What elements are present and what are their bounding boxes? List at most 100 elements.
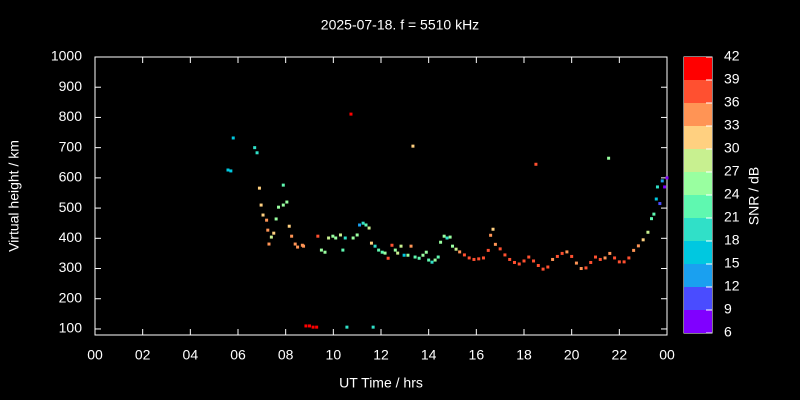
point [650,217,654,221]
x-tick-label: 22 [612,347,628,363]
point [584,266,588,270]
colorbar-band [684,264,712,287]
point [393,248,397,252]
point [454,247,458,251]
x-tick-label: 04 [183,347,199,363]
colorbar-tick-label: 21 [724,209,740,225]
colorbar-tick-label: 15 [724,255,740,271]
y-tick-label: 300 [59,259,83,275]
point [343,236,347,240]
point [481,256,485,260]
point [285,200,289,204]
point [413,255,417,259]
point [290,234,294,238]
point [439,240,443,244]
x-axis-label: UT Time / hrs [339,375,423,391]
point [311,325,315,329]
point [315,325,319,329]
point [296,245,300,249]
point [323,250,327,254]
x-tick-label: 12 [373,347,389,363]
point [462,253,466,257]
point [477,257,481,261]
colorbar-label: SNR / dB [746,167,762,225]
point [451,244,454,248]
point [269,235,273,239]
y-tick-label: 800 [59,108,83,124]
point [371,325,375,329]
point [472,257,476,261]
point [427,258,431,262]
y-tick-label: 100 [59,320,83,336]
point [272,231,276,235]
point [491,227,495,231]
point [652,212,656,216]
point [327,236,331,240]
point [386,256,390,260]
point [351,236,355,240]
colorbar-tick-label: 12 [724,278,740,294]
point [512,260,516,264]
point [257,186,261,190]
point [380,250,384,254]
point [319,248,323,252]
point [646,230,650,234]
colorbar-tick-label: 42 [724,48,740,64]
colorbar-band [684,103,712,126]
point [430,260,434,264]
colorbar-tick-label: 24 [724,186,740,202]
point [442,234,446,238]
point [522,259,526,263]
point [411,144,415,148]
y-tick-label: 1000 [51,48,82,64]
y-tick-label: 600 [59,169,83,185]
point [527,255,531,259]
point [445,236,449,240]
y-tick-label: 900 [59,78,83,94]
colorbar-tick-label: 27 [724,163,740,179]
colorbar-tick-label: 30 [724,140,740,156]
colorbar-band [684,287,712,310]
point [229,169,233,173]
chart-title: 2025-07-18. f = 5510 kHz [321,17,479,33]
point [265,218,269,222]
point [281,183,285,187]
point [536,264,540,267]
point [334,236,338,240]
colorbar-band [684,80,712,103]
point [503,253,507,257]
point [369,241,373,245]
colorbar-band [684,310,712,333]
point [627,256,631,260]
point [532,259,536,263]
point [608,251,612,255]
colorbar-band [684,57,712,80]
x-tick-label: 06 [230,347,246,363]
point [660,179,664,183]
point [436,255,440,259]
point [560,251,564,255]
point [345,325,349,329]
point [517,262,521,266]
point [534,162,538,166]
point [364,223,368,227]
point [574,261,578,265]
colorbar-band [684,126,712,149]
colorbar-tick-label: 9 [724,301,732,317]
point [308,324,311,328]
point [266,228,270,232]
point [409,244,413,248]
point [349,112,353,116]
point [493,242,497,246]
x-tick-label: 18 [516,347,532,363]
y-tick-label: 200 [59,289,83,305]
point [293,242,297,246]
point [261,213,265,217]
point [259,203,263,207]
point [316,234,320,238]
point [613,256,617,260]
point [331,234,335,238]
point [641,238,645,242]
point [594,255,597,259]
